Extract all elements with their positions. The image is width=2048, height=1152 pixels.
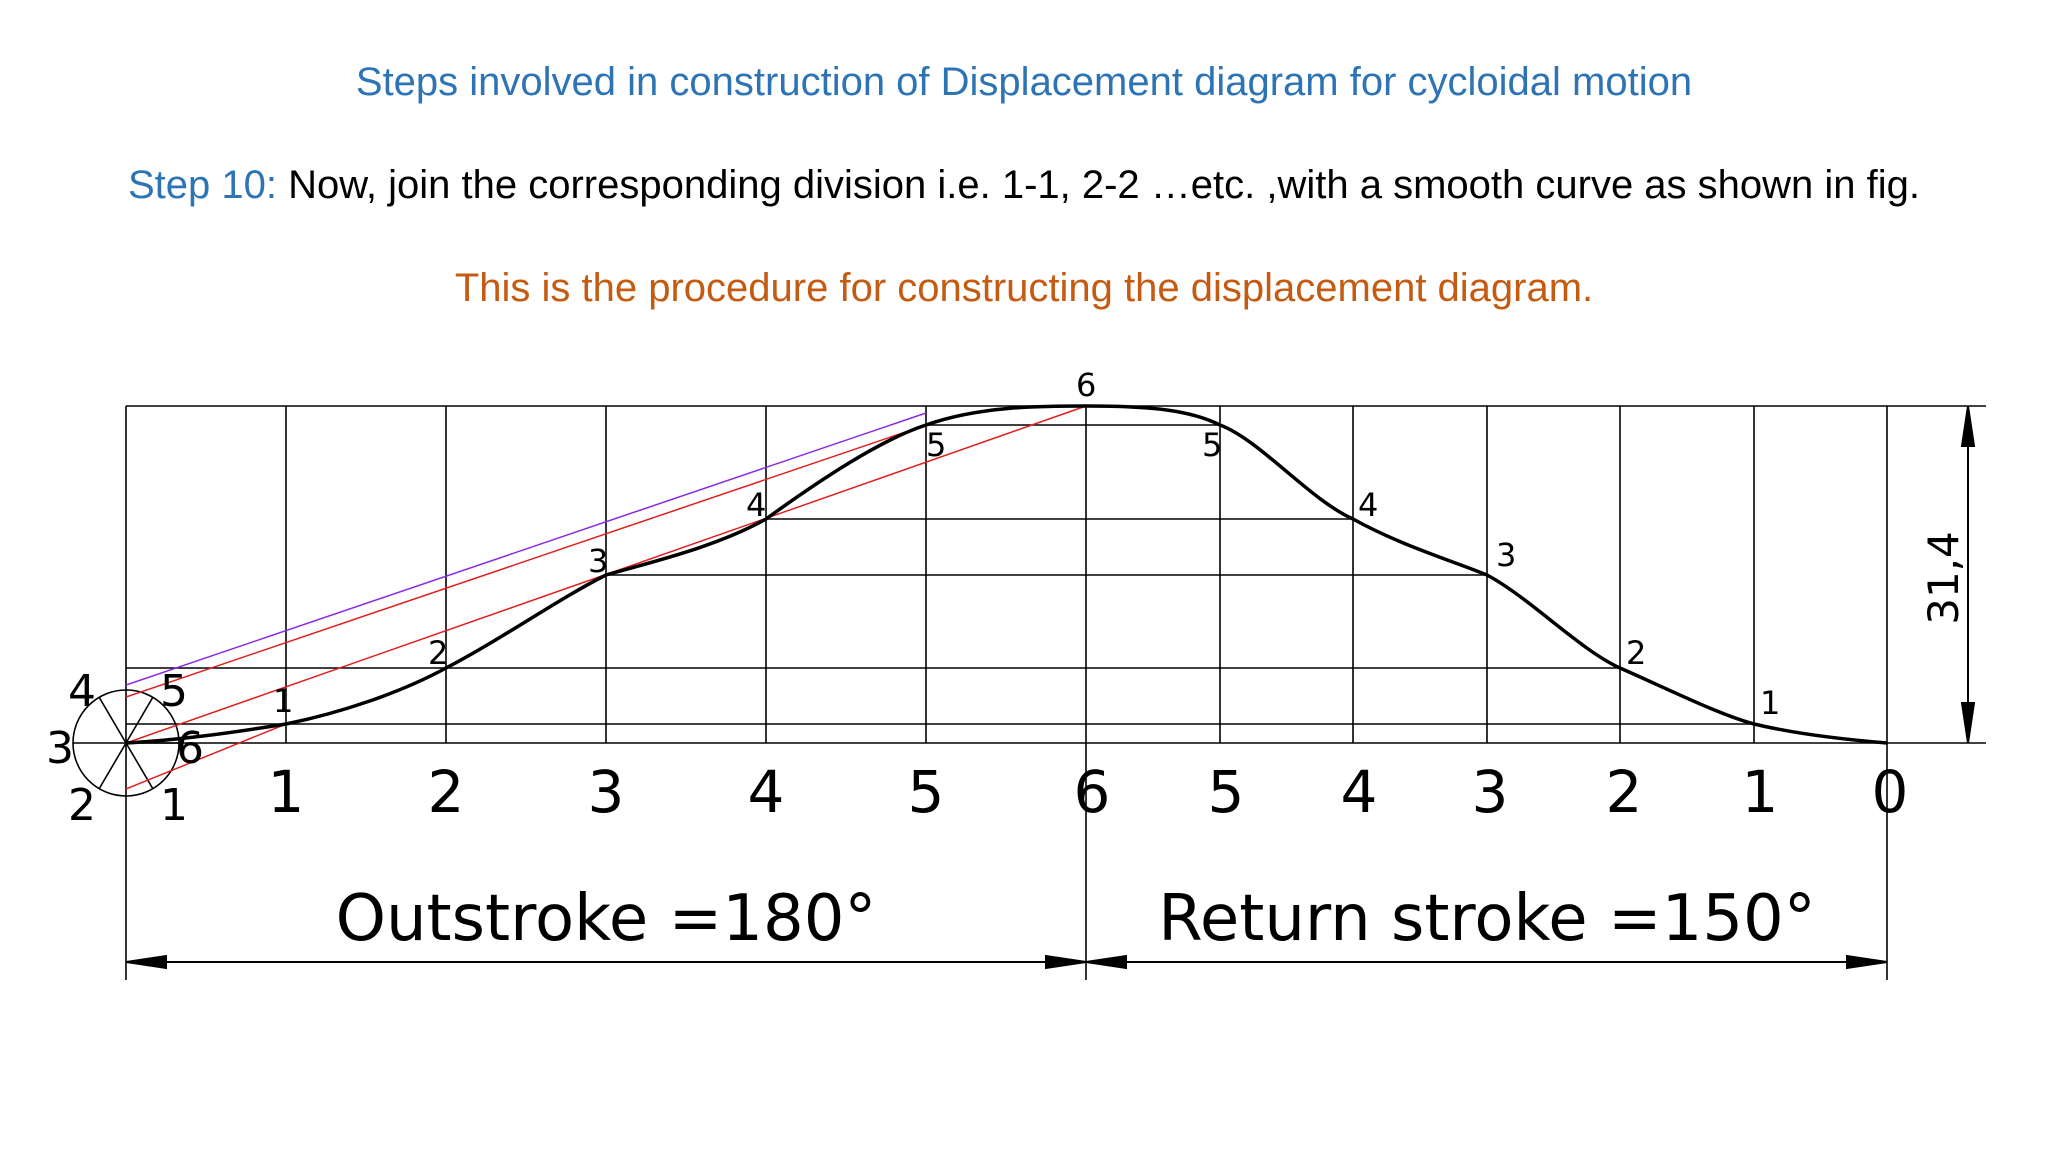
division-label: 4: [1341, 758, 1378, 826]
curve-point-label: 3: [1496, 536, 1516, 574]
purple-construction-line: [125, 412, 927, 686]
circle-label: 3: [46, 723, 74, 774]
step-instruction: Step 10: Now, join the corresponding div…: [0, 163, 2048, 208]
diagram-grid: [125, 405, 1986, 980]
curve-point-label: 2: [1626, 634, 1646, 672]
lift-dimension-label: 31,4: [1919, 531, 1968, 625]
lift-dimension: [1960, 405, 1976, 744]
circle-labels: 4 5 3 6 2 1: [46, 666, 204, 831]
circle-label: 6: [176, 723, 204, 774]
division-label: 1: [1742, 758, 1779, 826]
division-labels: 1 2 3 4 5 6 5 4 3 2 1 0: [268, 758, 1909, 826]
division-label: 0: [1872, 758, 1909, 826]
outstroke-label: Outstroke =180°: [336, 882, 877, 956]
division-label: 2: [428, 758, 465, 826]
curve-point-label: 6: [1076, 366, 1096, 404]
point-labels: 1 2 3 4 5 6 5 4 3 2 1: [273, 366, 1780, 722]
curve-point-label: 1: [1760, 684, 1780, 722]
division-label: 5: [1208, 758, 1245, 826]
circle-label: 2: [68, 780, 96, 831]
division-label: 4: [748, 758, 785, 826]
circle-label: 5: [160, 666, 188, 717]
curve-point-label: 4: [1358, 486, 1378, 524]
red-construction-line: [125, 424, 927, 698]
curve-point-label: 3: [588, 542, 608, 580]
curve-point-label: 2: [428, 634, 448, 672]
red-construction-line: [125, 723, 287, 790]
step-text: Now, join the corresponding division i.e…: [276, 163, 1921, 207]
displacement-diagram: 4 5 3 6 2 1 1 2 3 4 5 6 5 4 3 2 1 0 1 2 …: [46, 366, 1986, 980]
division-label: 6: [1074, 758, 1111, 826]
procedure-note: This is the procedure for constructing t…: [454, 266, 1594, 310]
curve-point-label: 4: [746, 486, 766, 524]
division-label: 1: [268, 758, 305, 826]
step-label: Step 10:: [127, 163, 277, 207]
division-label: 5: [908, 758, 945, 826]
division-label: 2: [1606, 758, 1643, 826]
circle-label: 1: [160, 780, 188, 831]
slide-heading: Steps involved in construction of Displa…: [355, 60, 1693, 104]
circle-label: 4: [68, 666, 96, 717]
division-label: 3: [1472, 758, 1509, 826]
curve-point-label: 5: [1202, 426, 1222, 464]
curve-point-label: 5: [926, 426, 946, 464]
return-stroke-label: Return stroke =150°: [1158, 882, 1816, 956]
displacement-curve: [125, 404, 1888, 745]
stroke-dimensions: [125, 954, 1888, 970]
curve-point-label: 1: [273, 682, 293, 720]
division-label: 3: [588, 758, 625, 826]
